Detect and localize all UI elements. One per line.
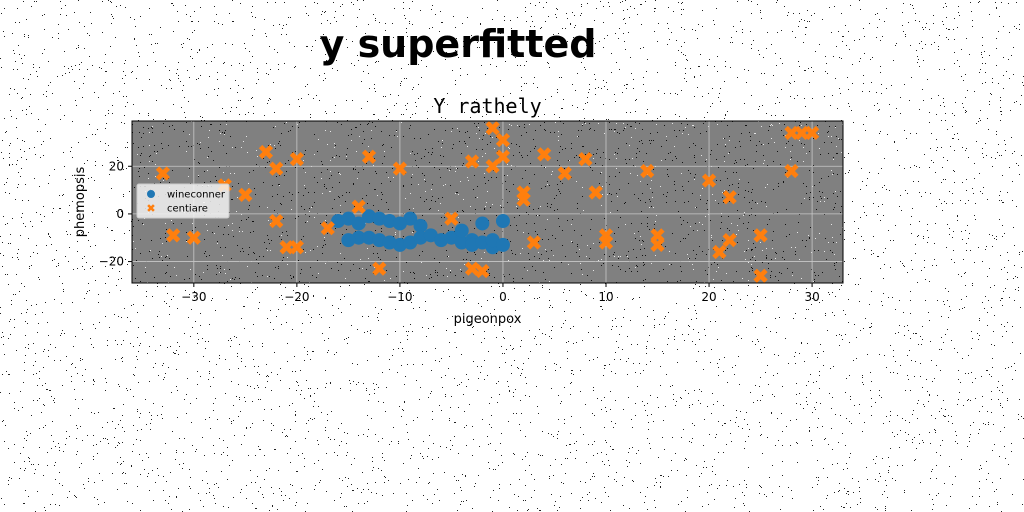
- point-centiare: [186, 230, 201, 245]
- point-wineconner: [392, 216, 407, 231]
- x-tick-label: 20: [701, 290, 716, 304]
- x-tick-label: 0: [499, 290, 507, 304]
- y-axis-label: phemopsis: [73, 167, 88, 238]
- point-centiare: [650, 237, 665, 252]
- point-centiare: [372, 261, 387, 276]
- point-centiare: [289, 152, 304, 167]
- plot-frame: [131, 120, 844, 284]
- x-tick-label: −20: [284, 290, 309, 304]
- legend-box: [136, 183, 230, 219]
- x-tick-label: 10: [598, 290, 613, 304]
- point-centiare: [289, 240, 304, 255]
- point-centiare: [464, 261, 480, 276]
- point-centiare: [753, 228, 768, 243]
- point-centiare: [485, 121, 500, 136]
- point-centiare: [444, 211, 459, 226]
- point-centiare: [238, 187, 253, 202]
- series-wineconner: [331, 209, 510, 255]
- point-wineconner: [147, 190, 155, 198]
- point-centiare: [516, 192, 531, 207]
- point-centiare: [258, 144, 274, 160]
- point-centiare: [712, 244, 727, 260]
- point-centiare: [526, 235, 541, 250]
- y-tick-label: −20: [99, 255, 124, 269]
- point-wineconner: [413, 218, 428, 233]
- x-tick-label: −10: [387, 290, 412, 304]
- point-wineconner: [495, 237, 510, 252]
- series-centiare: [155, 121, 820, 283]
- point-centiare: [598, 235, 614, 250]
- point-wineconner: [351, 216, 366, 231]
- series-layer: [155, 121, 820, 283]
- point-centiare: [753, 268, 768, 283]
- point-wineconner: [382, 235, 397, 250]
- point-wineconner: [454, 223, 469, 238]
- point-centiare: [640, 163, 655, 179]
- plot-area: [132, 121, 843, 283]
- point-centiare: [351, 199, 366, 214]
- point-wineconner: [341, 233, 356, 248]
- point-centiare: [485, 159, 500, 174]
- x-tick-label: 30: [804, 290, 819, 304]
- point-centiare: [166, 228, 181, 243]
- point-centiare: [495, 149, 511, 164]
- axis-ticks: −30 −20 −10 0 10 20 30 −20 0 20: [99, 159, 820, 304]
- point-centiare: [320, 221, 335, 236]
- legend-label: centiare: [167, 204, 208, 215]
- chart-title: Y rathely: [433, 94, 541, 118]
- point-centiare: [392, 161, 408, 176]
- point-centiare: [804, 125, 820, 141]
- point-centiare: [155, 166, 171, 181]
- point-centiare: [464, 154, 480, 169]
- point-centiare: [722, 190, 737, 205]
- point-wineconner: [475, 216, 490, 231]
- point-centiare: [475, 263, 490, 279]
- point-centiare: [557, 166, 572, 181]
- point-centiare: [147, 204, 155, 212]
- y-tick-label: 20: [109, 159, 124, 173]
- point-centiare: [269, 161, 284, 176]
- point-centiare: [588, 185, 603, 200]
- point-centiare: [495, 132, 511, 148]
- x-axis-label: pigeonpox: [454, 312, 522, 327]
- point-wineconner: [495, 214, 510, 229]
- x-tick-label: −30: [181, 290, 206, 304]
- figure-suptitle: y superfitted: [319, 22, 597, 66]
- point-centiare: [784, 163, 799, 179]
- point-centiare: [701, 173, 717, 188]
- y-tick-label: 0: [116, 207, 124, 221]
- legend: wineconner centiare: [136, 183, 230, 219]
- legend-label: wineconner: [167, 190, 226, 201]
- point-centiare: [537, 147, 552, 162]
- point-centiare: [578, 152, 593, 167]
- point-centiare: [269, 213, 284, 229]
- grid-lines: [132, 121, 843, 283]
- point-centiare: [722, 233, 737, 248]
- point-centiare: [361, 149, 377, 164]
